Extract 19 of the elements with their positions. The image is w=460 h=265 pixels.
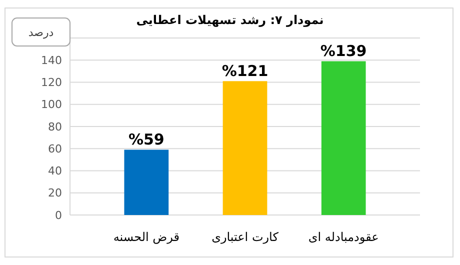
bar	[124, 150, 169, 215]
data-label: %139	[320, 42, 367, 60]
bar	[222, 81, 268, 215]
x-tick-label: کارت اعتباری	[212, 230, 279, 244]
x-tick-label: عقودمبادله ای	[308, 230, 379, 244]
bar	[321, 61, 366, 215]
data-label: %121	[222, 62, 268, 80]
y-tick-label: 40	[48, 164, 62, 178]
x-tick-label: قرض الحسنه	[113, 230, 180, 244]
data-label: %59	[128, 130, 164, 149]
y-tick-label: 80	[48, 120, 62, 134]
y-tick-label: 140	[41, 54, 62, 67]
y-tick-label: 60	[48, 142, 62, 156]
chart-title: نمودار ۷: رشد تسهیلات اعطایی	[136, 13, 324, 27]
y-tick-label: 0	[55, 208, 62, 222]
y-tick-label: 120	[41, 76, 62, 90]
y-tick-label: 20	[48, 186, 62, 200]
y-axis-title: درصد	[28, 26, 54, 39]
y-tick-label: 100	[41, 98, 62, 112]
